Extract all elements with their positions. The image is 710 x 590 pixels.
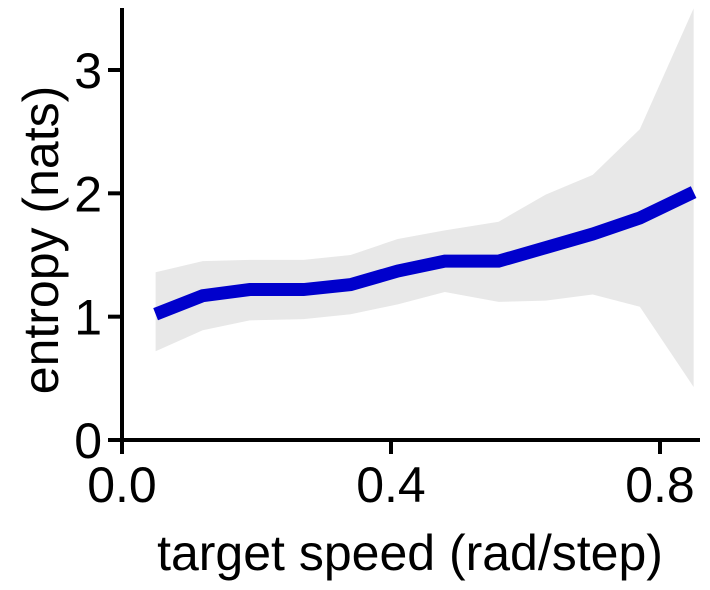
x-tick-label: 0.4 xyxy=(356,457,426,513)
x-tick-label: 0.0 xyxy=(87,457,157,513)
x-axis-label: target speed (rad/step) xyxy=(157,525,663,581)
x-tick-label: 0.8 xyxy=(625,457,695,513)
y-axis-label: entropy (nats) xyxy=(13,86,69,394)
y-tick-label: 1 xyxy=(74,290,102,346)
series-line xyxy=(153,186,697,321)
series-line-layer xyxy=(153,186,697,321)
y-tick-label: 2 xyxy=(74,166,102,222)
y-tick-label: 3 xyxy=(74,43,102,99)
confidence-band xyxy=(155,8,694,387)
ticks: 0.0 0.4 0.8 0 1 2 3 xyxy=(74,43,695,513)
y-tick-label: 0 xyxy=(74,413,102,469)
axes xyxy=(120,8,700,442)
confidence-band-layer xyxy=(155,8,694,387)
